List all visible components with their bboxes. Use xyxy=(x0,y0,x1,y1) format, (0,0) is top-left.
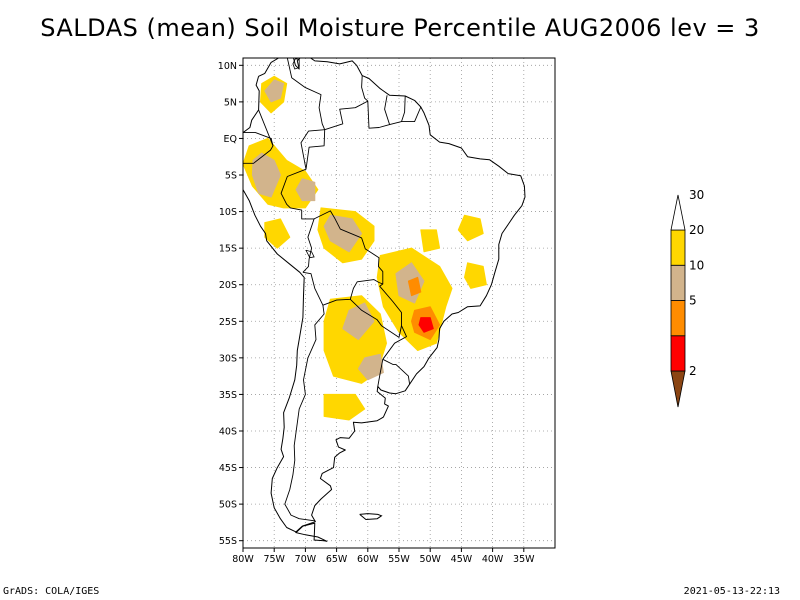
lon-tick-label: 60W xyxy=(357,554,379,565)
country-border xyxy=(322,279,383,306)
lat-tick-label: 45S xyxy=(219,463,237,474)
lon-tick-label: 50W xyxy=(419,554,441,565)
lon-tick-label: 40W xyxy=(482,554,504,565)
lat-tick-label: 10S xyxy=(219,207,237,218)
moisture-region-30 xyxy=(323,393,366,421)
lon-tick-label: 80W xyxy=(232,554,254,565)
moisture-region-20 xyxy=(323,214,363,253)
latitude-axis: 10N 5N EQ 5S 10S 15S 20S 25S 30S 35S 40S 45S 50S 55S xyxy=(218,61,243,547)
country-border xyxy=(280,100,422,385)
colorbar-label: 2 xyxy=(689,364,697,378)
colorbar-label: 30 xyxy=(689,188,704,202)
lon-tick-label: 75W xyxy=(263,554,285,565)
moisture-region-30 xyxy=(264,218,291,249)
lat-tick-label: 35S xyxy=(219,390,237,401)
colorbar-segment xyxy=(670,335,686,372)
footer-credit: GrADS: COLA/IGES xyxy=(3,586,100,597)
tierra-del-fuego-coastline xyxy=(294,522,328,542)
moisture-region-30 xyxy=(420,229,441,253)
lat-tick-label: 5S xyxy=(225,171,237,182)
lat-tick-label: 50S xyxy=(219,500,237,511)
country-border xyxy=(384,95,391,125)
colorbar-segment-above-30 xyxy=(670,194,686,231)
footer-timestamp: 2021-05-13-22:13 xyxy=(683,586,780,597)
lat-tick-label: 55S xyxy=(219,536,237,547)
lat-tick-label: 5N xyxy=(224,97,237,108)
lon-tick-label: 65W xyxy=(326,554,348,565)
map-title: SALDAS (mean) Soil Moisture Percentile A… xyxy=(40,14,760,42)
coastline xyxy=(243,58,526,533)
longitude-axis: 80W 75W 70W 65W 60W 55W 50W 45W 40W 35W xyxy=(232,548,535,565)
country-border xyxy=(349,298,402,338)
country-border xyxy=(401,95,406,122)
moisture-region-20 xyxy=(342,302,375,341)
lat-tick-label: 15S xyxy=(219,244,237,255)
lat-tick-label: 25S xyxy=(219,317,237,328)
lat-tick-label: 30S xyxy=(219,353,237,364)
colorbar-label: 5 xyxy=(689,294,697,308)
country-border xyxy=(361,75,369,102)
lake-outline xyxy=(305,249,315,259)
colorbar-segment xyxy=(670,300,686,337)
moisture-region-20 xyxy=(264,79,285,103)
moisture-region-30 xyxy=(464,262,487,289)
lon-tick-label: 55W xyxy=(388,554,410,565)
moisture-region-10 xyxy=(407,276,422,297)
colorbar-legend: 2 5 10 20 30 xyxy=(670,188,704,408)
country-border xyxy=(300,129,325,170)
country-border xyxy=(302,218,315,273)
lat-tick-label: 40S xyxy=(219,426,237,437)
soil-moisture-shading xyxy=(243,75,487,421)
colorbar-segment xyxy=(670,264,686,301)
lat-tick-label: EQ xyxy=(224,134,237,145)
falklands-coastline xyxy=(359,513,383,521)
country-border xyxy=(284,271,325,522)
moisture-region-20 xyxy=(357,353,384,381)
coastline-and-borders xyxy=(243,58,526,542)
moisture-region-20 xyxy=(295,178,316,202)
lat-tick-label: 10N xyxy=(218,61,237,72)
lon-tick-label: 45W xyxy=(451,554,473,565)
lake-outline xyxy=(292,58,300,70)
lon-tick-label: 35W xyxy=(513,554,535,565)
country-border xyxy=(258,109,274,146)
lon-tick-label: 70W xyxy=(295,554,317,565)
colorbar-segment xyxy=(670,229,686,266)
colorbar-label: 10 xyxy=(689,258,704,272)
moisture-region-20 xyxy=(251,152,281,198)
colorbar-label: 20 xyxy=(689,223,704,237)
colorbar-segment-below-2 xyxy=(670,370,686,408)
country-border xyxy=(377,359,384,387)
moisture-region-30 xyxy=(457,214,484,242)
lat-tick-label: 20S xyxy=(219,280,237,291)
country-border xyxy=(286,58,326,130)
moisture-region-5 xyxy=(418,317,434,333)
